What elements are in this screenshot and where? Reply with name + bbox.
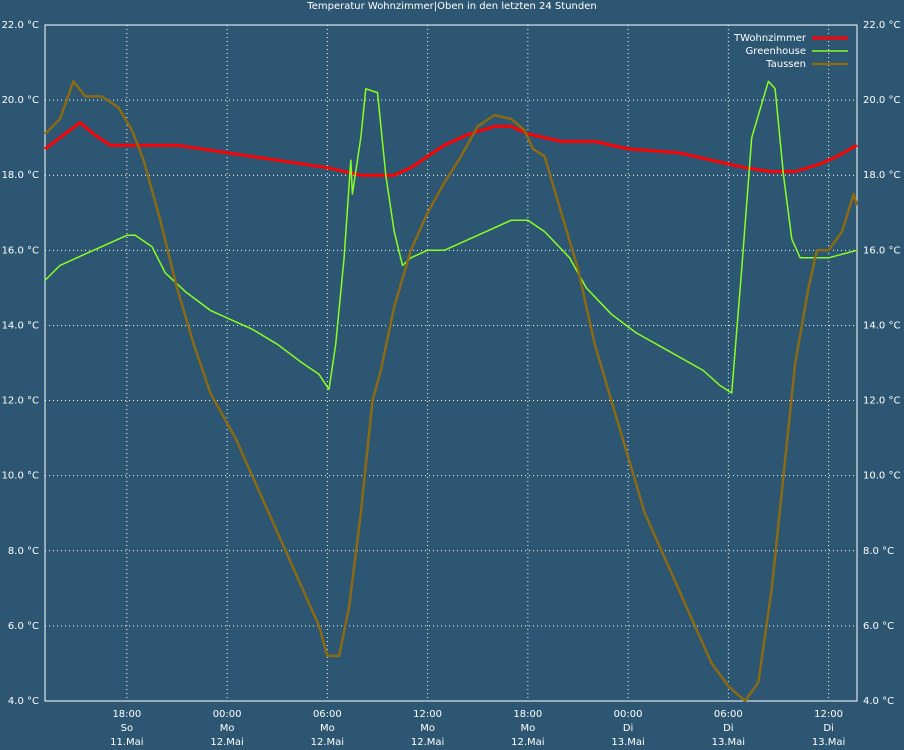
y-tick-label: 14.0 °C bbox=[2, 320, 39, 331]
x-tick-label: 18:00 So 11.Mai bbox=[110, 709, 144, 748]
line-series bbox=[44, 80, 858, 394]
y2-tick-label: 22.0 °C bbox=[863, 20, 900, 31]
x-tick-label: 06:00 Di 13.Mai bbox=[711, 709, 746, 748]
chart-title: Temperatur Wohnzimmer|Oben in den letzte… bbox=[306, 1, 596, 12]
y-tick-label: 12.0 °C bbox=[2, 396, 39, 407]
y2-tick-label: 8.0 °C bbox=[863, 546, 894, 557]
y-tick-label: 22.0 °C bbox=[2, 20, 39, 31]
plot-frame bbox=[44, 24, 858, 702]
x-tick-label: 06:00 Mo 12.Mai bbox=[310, 709, 345, 748]
line-series bbox=[44, 80, 859, 703]
y-tick-label: 6.0 °C bbox=[8, 621, 39, 632]
x-tick-label: 12:00 Di 13.Mai bbox=[811, 709, 846, 748]
y2-tick-label: 16.0 °C bbox=[863, 245, 900, 256]
y-tick-label: 20.0 °C bbox=[2, 95, 39, 106]
y-tick-label: 18.0 °C bbox=[2, 170, 39, 181]
y2-tick-label: 10.0 °C bbox=[863, 471, 900, 482]
x-tick-label: 00:00 Mo 12.Mai bbox=[210, 709, 244, 748]
line-series bbox=[44, 121, 858, 177]
y2-tick-label: 6.0 °C bbox=[863, 621, 894, 632]
y-tick-label: 10.0 °C bbox=[2, 471, 39, 482]
y2-tick-label: 18.0 °C bbox=[863, 170, 900, 181]
x-tick-label: 18:00 Mo 12.Mai bbox=[511, 709, 545, 748]
legend-label: TWohnzimmer bbox=[733, 33, 807, 44]
legend-label: Greenhouse bbox=[746, 46, 806, 57]
x-tick-label: 00:00 Di 13.Mai bbox=[611, 709, 645, 748]
y-tick-label: 4.0 °C bbox=[8, 696, 39, 707]
y2-tick-label: 14.0 °C bbox=[863, 320, 900, 331]
y-tick-label: 8.0 °C bbox=[8, 546, 39, 557]
y-tick-label: 16.0 °C bbox=[2, 245, 39, 256]
y2-tick-label: 20.0 °C bbox=[863, 95, 900, 106]
y2-tick-label: 12.0 °C bbox=[863, 396, 900, 407]
x-tick-label: 12:00 Mo 12.Mai bbox=[410, 709, 445, 748]
legend-label: Taussen bbox=[765, 59, 806, 70]
y2-tick-label: 4.0 °C bbox=[863, 696, 894, 707]
